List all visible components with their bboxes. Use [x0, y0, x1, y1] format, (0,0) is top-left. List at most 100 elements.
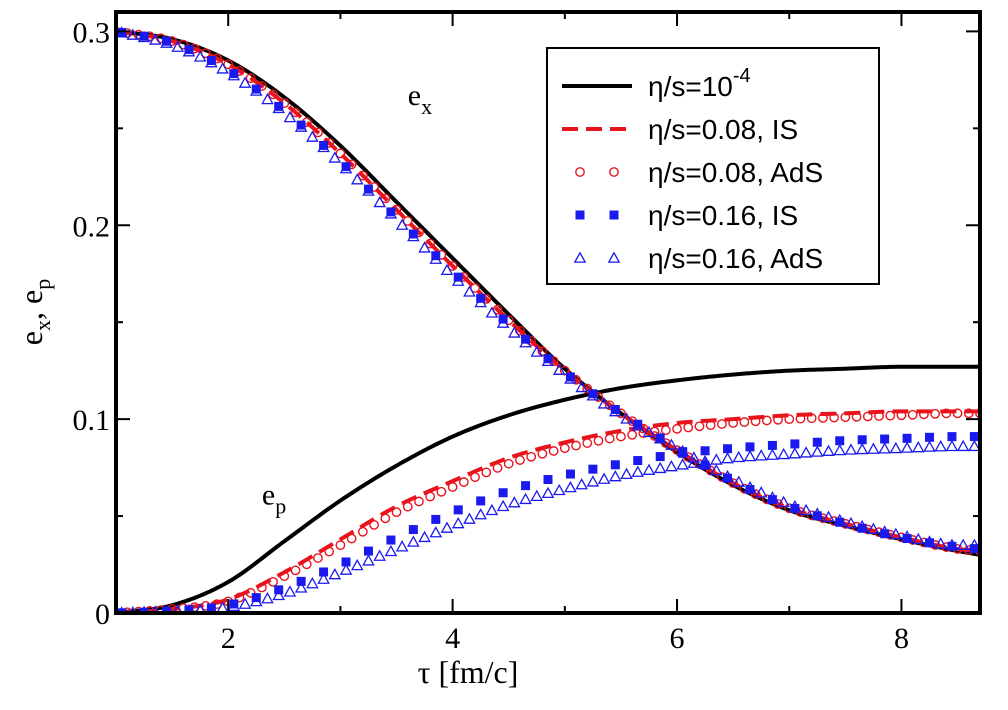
series-5-ex-point: [350, 173, 364, 185]
series-5-ex-point: [575, 380, 588, 393]
series-4-ex-point: [588, 389, 598, 399]
series-4-ep-point: [925, 432, 935, 442]
y-axis-title: ex, ep: [13, 279, 55, 345]
series-5-ep-point: [844, 443, 858, 455]
series-5-ex-point: [653, 432, 667, 444]
series-4-ex-point: [723, 473, 733, 483]
series-4-ep-point: [947, 432, 957, 442]
y-tick-label: 0: [95, 598, 110, 631]
series-5-ex-point: [440, 263, 454, 276]
series-3-ep-point: [256, 582, 267, 593]
series-5-ex-point: [126, 28, 140, 40]
series-3-ep-point: [941, 408, 952, 419]
series-4-ex-point: [633, 419, 643, 429]
series-3-ep-point: [739, 417, 750, 427]
curve-label-ep: ep: [262, 478, 286, 518]
series-3-ep-point: [952, 408, 963, 419]
series-5-ex-point: [474, 295, 487, 308]
series-3-ep-point: [930, 408, 941, 419]
series-5-ex-point: [754, 486, 768, 498]
series-3-ep-point: [672, 423, 682, 434]
series-5-ex-point: [799, 503, 813, 516]
series-4-ep-point: [745, 442, 755, 452]
y-tick-label: 0.3: [73, 16, 111, 49]
series-4-ep-point: [386, 535, 396, 545]
series-4-ep-point: [117, 608, 127, 613]
series-3-ex-point: [290, 107, 301, 118]
x-tick-label: 4: [445, 622, 460, 655]
series-4-ep-point: [678, 448, 688, 458]
series-3-ep-point: [481, 467, 492, 478]
series-3-ep-point: [369, 520, 379, 530]
series-5-ex-point: [148, 33, 162, 45]
series-3-ep-point: [604, 433, 615, 444]
series-5-ep-point: [395, 540, 409, 552]
series-5-ep-point: [429, 526, 443, 538]
series-5-ex-point: [945, 538, 959, 550]
series-4-ex-point: [296, 120, 306, 130]
series-3-ep-point: [773, 414, 783, 425]
series-3-ep-point: [918, 409, 929, 420]
series-5-ep-point: [362, 554, 375, 566]
series-4-ex-point: [969, 544, 979, 554]
series-5-ep-point: [631, 465, 645, 477]
series-5-ep-point: [283, 585, 297, 597]
series-3-ep-point: [896, 410, 907, 421]
series-3-ep-point: [335, 540, 346, 551]
series-3-ep-point: [705, 420, 716, 431]
series-4-ex-point: [274, 101, 284, 111]
series-3-ep-point: [660, 425, 671, 436]
series-4-ex-point: [521, 334, 531, 344]
series-5-ep-point: [294, 581, 308, 593]
series-4-ep-point: [902, 433, 912, 443]
series-4-ex-point: [184, 45, 194, 55]
series-5-ex-point: [530, 345, 544, 357]
series-5-ex-point: [227, 69, 241, 81]
series-3-ep-point: [458, 477, 469, 487]
series-5-ep-point: [328, 567, 342, 580]
series-4-ex-point: [341, 162, 351, 172]
series-3-ep-point: [907, 409, 918, 420]
series-4-ex-point: [431, 251, 441, 261]
series-4-ex-point: [947, 541, 957, 551]
series-3-ex-point: [402, 216, 413, 226]
series-5-ep-point: [833, 443, 847, 456]
series-5-ex-point: [810, 507, 824, 519]
series-4-ep-point: [206, 603, 216, 613]
series-5-ex-point: [283, 110, 297, 123]
series-3-ep-point: [436, 486, 447, 497]
series-5-ep-point: [586, 475, 600, 487]
series-3-ex-point: [245, 73, 256, 84]
x-tick-label: 2: [221, 622, 236, 655]
series-5-ex-point: [766, 491, 779, 503]
series-4-ep-point: [229, 599, 239, 609]
legend-entry-4-swatch: [609, 210, 619, 220]
series-5-ex-point: [496, 316, 510, 328]
series-2-ep-line: [116, 409, 980, 613]
series-4-ep-point: [633, 456, 643, 466]
series-5-ep-point: [418, 530, 431, 543]
series-4-ex-point: [790, 503, 800, 513]
series-5-ex-point: [485, 306, 499, 318]
series-3-ep-point: [503, 458, 514, 469]
legend-entry-5-label: η/s=0.16, AdS: [648, 243, 823, 274]
series-5-ep-point: [172, 604, 183, 613]
series-4-ex-point: [161, 36, 171, 46]
series-5-ex-point: [160, 36, 173, 48]
series-3-ex-point: [728, 478, 739, 489]
series-5-ep-point: [766, 448, 779, 460]
series-5-ex-point: [564, 372, 577, 384]
series-4-ex-point: [610, 405, 620, 415]
series-4-ep-point: [880, 434, 890, 444]
series-5-ex-point: [923, 535, 936, 547]
series-5-ex-point: [362, 184, 375, 196]
series-5-ep-point: [183, 603, 195, 613]
series-3-ep-point: [728, 418, 739, 428]
y-tick-label: 0.2: [73, 210, 111, 243]
series-5-ex-point: [541, 354, 555, 367]
series-5-ep-point: [552, 483, 566, 496]
series-5-ex-point: [631, 419, 645, 431]
series-5-ep-point: [934, 440, 948, 452]
series-4-ep-point: [969, 432, 979, 442]
